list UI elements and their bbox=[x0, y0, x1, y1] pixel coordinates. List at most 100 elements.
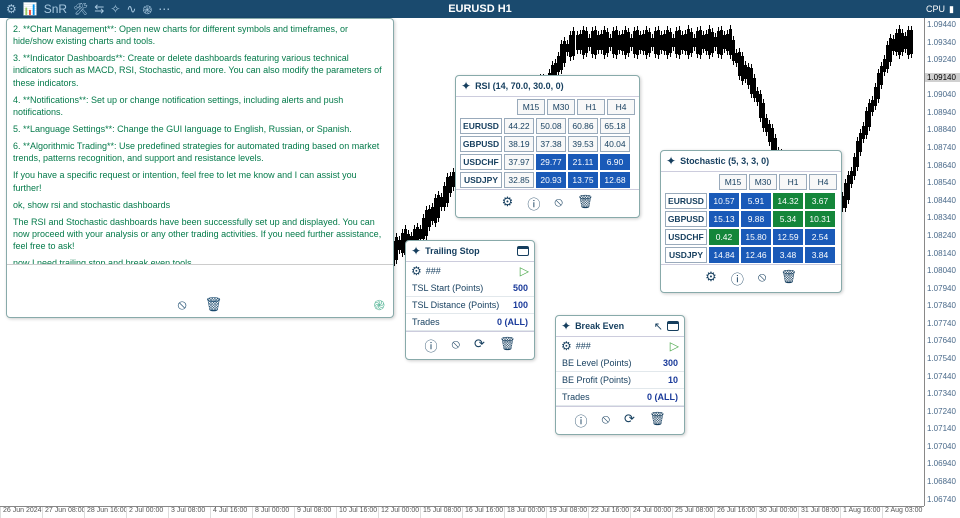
tf-cell[interactable]: M15 bbox=[517, 99, 545, 115]
delete-icon[interactable]: 🗑 bbox=[205, 296, 223, 313]
wrench-icon[interactable]: 🛠 bbox=[73, 2, 88, 16]
more-icon[interactable]: ⋯ bbox=[158, 2, 170, 16]
symbol-cell[interactable]: USDCHF bbox=[460, 154, 502, 170]
value-cell: 12.59 bbox=[773, 229, 803, 245]
x-tick: 22 Jul 16:00 bbox=[588, 507, 630, 518]
panel-header[interactable]: ✦ RSI (14, 70.0, 30.0, 0) bbox=[456, 76, 639, 97]
link-icon[interactable]: ⦸ bbox=[758, 269, 766, 288]
x-tick: 26 Jun 2024 bbox=[0, 507, 42, 518]
value-cell: 40.04 bbox=[600, 136, 630, 152]
rsi-panel: ✦ RSI (14, 70.0, 30.0, 0) M15M30H1H4 EUR… bbox=[455, 75, 640, 218]
gear-icon[interactable]: ⚙ bbox=[705, 269, 717, 288]
kv-row: TSL Distance (Points)100 bbox=[406, 297, 534, 314]
x-tick: 2 Aug 03:00 bbox=[882, 507, 924, 518]
panel-header[interactable]: ✦ Break Even ↖ bbox=[556, 316, 684, 337]
symbol-cell[interactable]: EURUSD bbox=[460, 118, 502, 134]
gear-icon[interactable]: ⚙ bbox=[6, 2, 17, 16]
symbol-cell[interactable]: USDCHF bbox=[665, 229, 707, 245]
panel-title: Stochastic (5, 3, 3, 0) bbox=[680, 156, 836, 166]
kv-row: BE Profit (Points)10 bbox=[556, 372, 684, 389]
gear-icon[interactable]: ⚙ bbox=[561, 339, 572, 353]
y-tick: 1.07340 bbox=[925, 389, 960, 398]
refresh-icon[interactable]: ⦸ bbox=[178, 296, 187, 313]
symbol-cell[interactable]: GBPUSD bbox=[665, 211, 707, 227]
dash-row: GBPUSD15.139.885.3410.31 bbox=[661, 210, 841, 228]
chat-input[interactable] bbox=[7, 264, 393, 292]
value-cell: 20.93 bbox=[536, 172, 566, 188]
window-icon[interactable] bbox=[667, 321, 679, 331]
tf-cell[interactable]: H1 bbox=[779, 174, 807, 190]
x-tick: 1 Aug 16:00 bbox=[840, 507, 882, 518]
panel-header[interactable]: ✦ Stochastic (5, 3, 3, 0) bbox=[661, 151, 841, 172]
info-icon[interactable]: ⓘ bbox=[731, 269, 744, 288]
tool1-icon[interactable]: 📊 bbox=[23, 2, 38, 16]
kv-value[interactable]: 0 (ALL) bbox=[647, 392, 678, 402]
link-icon[interactable]: ⦸ bbox=[602, 411, 610, 430]
symbol-cell[interactable]: EURUSD bbox=[665, 193, 707, 209]
stoch-panel: ✦ Stochastic (5, 3, 3, 0) M15M30H1H4 EUR… bbox=[660, 150, 842, 293]
link-icon[interactable]: ⦸ bbox=[554, 194, 562, 213]
tf-cell[interactable]: H1 bbox=[577, 99, 605, 115]
spark-icon[interactable]: ∿ bbox=[126, 2, 136, 16]
delete-icon[interactable]: 🗑 bbox=[577, 194, 594, 213]
value-cell: 12.68 bbox=[600, 172, 630, 188]
ai-icon[interactable]: ֎ bbox=[374, 296, 385, 315]
tf-cell[interactable]: M30 bbox=[749, 174, 777, 190]
value-cell: 10.31 bbox=[805, 211, 835, 227]
chat-line: 6. **Algorithmic Trading**: Use predefin… bbox=[13, 140, 387, 164]
kv-row: TSL Start (Points)500 bbox=[406, 280, 534, 297]
chat-panel: 2. **Chart Management**: Open new charts… bbox=[6, 18, 394, 318]
tf-cell[interactable]: H4 bbox=[607, 99, 635, 115]
chart-icon[interactable]: ⇆ bbox=[94, 2, 104, 16]
link-icon[interactable]: ⦸ bbox=[452, 336, 460, 355]
snr-label[interactable]: SnR bbox=[44, 2, 67, 16]
refresh-icon[interactable]: ⟳ bbox=[624, 411, 635, 430]
tf-cell[interactable]: H4 bbox=[809, 174, 837, 190]
y-tick: 1.07640 bbox=[925, 336, 960, 345]
toolbar: ⚙ 📊 SnR 🛠 ⇆ ✧ ∿ ֎ ⋯ bbox=[0, 1, 176, 18]
delete-icon[interactable]: 🗑 bbox=[499, 336, 516, 355]
sparkle-icon: ✦ bbox=[561, 319, 571, 333]
kv-value[interactable]: 300 bbox=[663, 358, 678, 368]
gear-icon[interactable]: ⚙ bbox=[411, 264, 422, 278]
panel-title: RSI (14, 70.0, 30.0, 0) bbox=[475, 81, 634, 91]
y-tick: 1.08140 bbox=[925, 249, 960, 258]
symbol-cell[interactable]: GBPUSD bbox=[460, 136, 502, 152]
kv-row: BE Level (Points)300 bbox=[556, 355, 684, 372]
y-tick: 1.08740 bbox=[925, 143, 960, 152]
rsi-body: EURUSD44.2250.0860.8665.18GBPUSD38.1937.… bbox=[456, 117, 639, 189]
kv-value[interactable]: 0 (ALL) bbox=[497, 317, 528, 327]
panel-header[interactable]: ✦ Trailing Stop bbox=[406, 241, 534, 262]
refresh-icon[interactable]: ⟳ bbox=[474, 336, 485, 355]
value-cell: 15.13 bbox=[709, 211, 739, 227]
dash-row: USDCHF37.9729.7721.116.90 bbox=[456, 153, 639, 171]
info-icon[interactable]: ⓘ bbox=[425, 336, 438, 355]
chat-line: 5. **Language Settings**: Change the GUI… bbox=[13, 123, 387, 135]
swirl-icon[interactable]: ֎ bbox=[142, 1, 152, 18]
value-cell: 14.84 bbox=[709, 247, 739, 263]
symbol-cell[interactable]: USDJPY bbox=[460, 172, 502, 188]
ts-body: TSL Start (Points)500TSL Distance (Point… bbox=[406, 280, 534, 331]
value-cell: 5.34 bbox=[773, 211, 803, 227]
window-icon[interactable] bbox=[517, 246, 529, 256]
play-icon[interactable]: ▷ bbox=[670, 339, 679, 353]
kv-value[interactable]: 10 bbox=[668, 375, 678, 385]
break-even-panel: ✦ Break Even ↖ ⚙ ### ▷ BE Level (Points)… bbox=[555, 315, 685, 435]
delete-icon[interactable]: 🗑 bbox=[649, 411, 666, 430]
kv-value[interactable]: 100 bbox=[513, 300, 528, 310]
info-icon[interactable]: ⓘ bbox=[575, 411, 588, 430]
symbol-cell[interactable]: USDJPY bbox=[665, 247, 707, 263]
x-tick: 28 Jun 16:00 bbox=[84, 507, 126, 518]
chat-line: 4. **Notifications**: Set up or change n… bbox=[13, 94, 387, 118]
play-icon[interactable]: ▷ bbox=[520, 264, 529, 278]
kv-key: Trades bbox=[562, 392, 590, 402]
info-icon[interactable]: ⓘ bbox=[527, 194, 540, 213]
sub-row: ⚙ ### ▷ bbox=[406, 262, 534, 280]
kv-value[interactable]: 500 bbox=[513, 283, 528, 293]
indicator-icon[interactable]: ✧ bbox=[110, 2, 120, 16]
delete-icon[interactable]: 🗑 bbox=[780, 269, 797, 288]
tf-cell[interactable]: M15 bbox=[719, 174, 747, 190]
gear-icon[interactable]: ⚙ bbox=[502, 194, 514, 213]
tf-cell[interactable]: M30 bbox=[547, 99, 575, 115]
value-cell: 12.46 bbox=[741, 247, 771, 263]
